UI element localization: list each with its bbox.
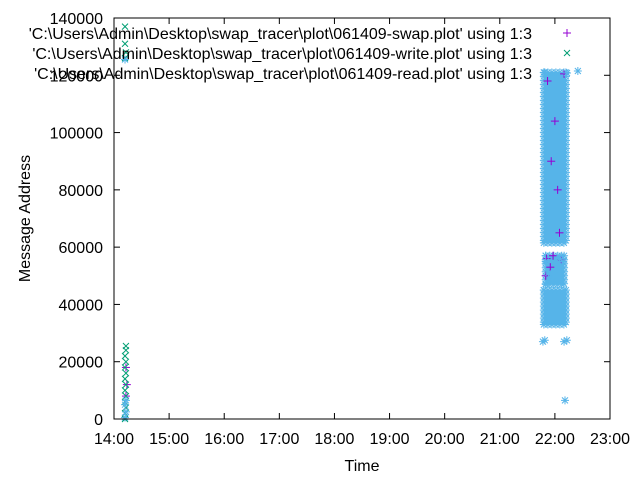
- x-tick-label: 18:00: [314, 431, 354, 448]
- x-tick-label: 17:00: [259, 431, 299, 448]
- x-axis: 14:00 15:00 16:00 17:00 18:00 19:00 20:00 21:00…: [94, 18, 630, 448]
- y-tick-label: 0: [94, 412, 103, 429]
- series-2-point: [562, 336, 571, 345]
- series-2-point: [544, 268, 553, 277]
- x-tick-label: 22:00: [535, 431, 575, 448]
- y-tick-label: 140000: [50, 11, 103, 28]
- series-0-point: [553, 185, 562, 194]
- y-axis: 0 20000 40000 60000 80000 100000 120000 140000: [50, 11, 610, 429]
- series-2-point: [548, 274, 557, 283]
- legend-marker: [563, 29, 571, 37]
- series-2-point: [540, 336, 549, 345]
- series-2-band: [543, 290, 566, 325]
- legend-label: 'C:\Users\Admin\Desktop\swap_tracer\plot…: [32, 46, 532, 63]
- series-1-point: [122, 369, 130, 377]
- x-tick-label: 16:00: [204, 431, 244, 448]
- series-1-point: [122, 358, 130, 366]
- series-1-point: [121, 40, 129, 48]
- series-1-point: [122, 49, 130, 56]
- data-points: [121, 23, 582, 423]
- x-tick-label: 20:00: [425, 431, 465, 448]
- series-2-point: [540, 68, 549, 77]
- x-tick-label: 23:00: [590, 431, 630, 448]
- series-0-point: [547, 157, 556, 166]
- series-0-point: [122, 380, 131, 389]
- series-2-point: [121, 413, 130, 422]
- series-2-point: [541, 257, 550, 266]
- band-edge-point: [559, 320, 568, 329]
- series-1-point: [122, 342, 130, 350]
- series-2-point: [573, 66, 582, 75]
- band-edge-point: [557, 280, 566, 289]
- series-1-point: [121, 364, 129, 371]
- series-1-point: [121, 375, 129, 383]
- legend-marker: [563, 69, 571, 77]
- series-2-point: [121, 407, 130, 416]
- series-1-point: [121, 352, 129, 360]
- legend-marker: [563, 49, 571, 57]
- x-tick-label: 21:00: [480, 431, 520, 448]
- legend-label: 'C:\Users\Admin\Desktop\swap_tracer\plot…: [34, 66, 532, 83]
- series-2-point: [559, 257, 568, 266]
- series-1-point: [122, 381, 130, 388]
- x-axis-label: Time: [345, 458, 380, 475]
- legend-label: 'C:\Users\Admin\Desktop\swap_tracer\plot…: [29, 26, 532, 43]
- y-tick-label: 60000: [59, 240, 104, 257]
- band-edge-point: [559, 238, 568, 247]
- y-tick-label: 40000: [59, 297, 104, 314]
- series-1-point: [121, 387, 129, 394]
- x-tick-label: 14:00: [94, 431, 134, 448]
- series-0-point: [550, 117, 559, 126]
- series-0-point: [546, 263, 555, 272]
- y-tick-label: 100000: [50, 126, 103, 143]
- series-0-point: [549, 251, 558, 260]
- series-0-point: [121, 363, 130, 372]
- series-2-point: [121, 396, 130, 405]
- y-axis-label: Message Address: [17, 155, 34, 282]
- read-series-bands: [539, 68, 570, 329]
- series-1-point: [121, 23, 129, 30]
- x-tick-label: 15:00: [149, 431, 189, 448]
- series-0-point: [555, 228, 564, 237]
- x-tick-label: 19:00: [370, 431, 410, 448]
- y-tick-label: 20000: [59, 355, 104, 372]
- y-tick-label: 80000: [59, 183, 104, 200]
- y-tick-label: 120000: [50, 68, 103, 85]
- series-2-band: [543, 72, 566, 243]
- series-0-point: [543, 77, 552, 86]
- legend: 'C:\Users\Admin\Desktop\swap_tracer\plot…: [29, 26, 571, 83]
- series-2-point: [560, 396, 569, 405]
- series-2-point: [121, 55, 130, 64]
- plot-frame: [113, 17, 611, 420]
